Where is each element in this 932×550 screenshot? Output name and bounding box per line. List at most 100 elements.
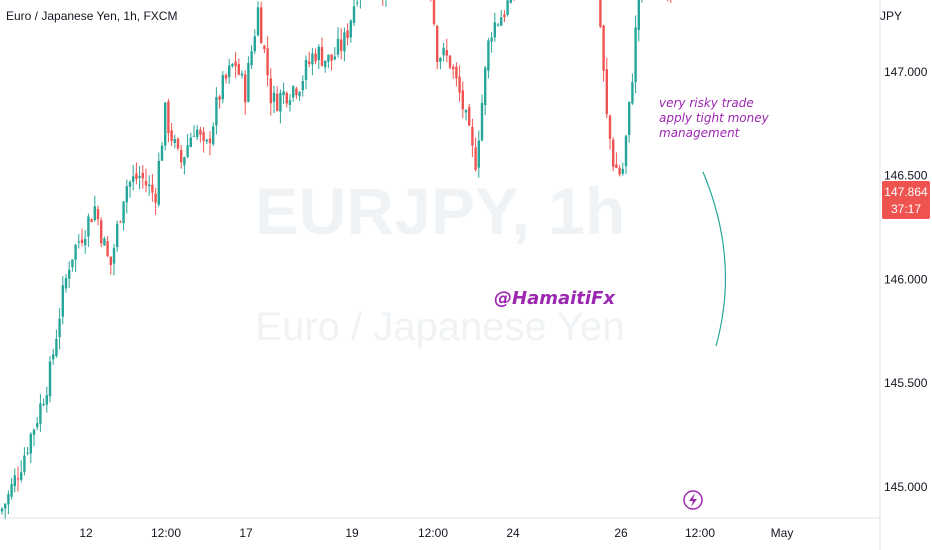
candle-body — [634, 27, 637, 83]
candle-body — [90, 219, 93, 223]
candle-body — [23, 455, 26, 472]
candle-body — [503, 14, 506, 18]
candle-body — [144, 180, 148, 186]
candle-body — [333, 56, 336, 60]
candle-body — [461, 90, 464, 110]
candle-body — [445, 50, 448, 56]
candle-body — [64, 278, 68, 289]
candle-body — [263, 45, 266, 50]
candle-body — [29, 433, 32, 454]
candle-body — [452, 66, 455, 70]
candle-body — [221, 75, 224, 100]
candle-body — [308, 61, 311, 64]
candle-body — [352, 6, 356, 23]
candle-body — [439, 58, 442, 62]
candle-body — [36, 423, 39, 428]
candle-body — [250, 51, 253, 66]
candle-body — [164, 102, 167, 146]
y-tick-label: 147.000 — [884, 65, 928, 79]
x-tick-label: 12:00 — [418, 526, 448, 540]
candle-body — [55, 338, 58, 357]
candle-body — [154, 193, 157, 203]
candle-body — [346, 30, 349, 39]
candle-body — [484, 67, 487, 106]
candle-body — [320, 46, 324, 66]
candle-body — [100, 220, 103, 244]
price-badge-value: 147.864 — [884, 185, 928, 199]
candle-body — [61, 285, 64, 317]
candle-body — [487, 40, 490, 71]
candle-body — [442, 47, 445, 56]
x-tick-label: 12:00 — [151, 526, 181, 540]
candle-body — [615, 164, 618, 168]
candle-body — [122, 201, 125, 224]
x-tick-label: 17 — [239, 526, 253, 540]
candle-body — [266, 48, 269, 76]
y-tick-label: 145.500 — [884, 376, 928, 390]
candle-body — [496, 24, 500, 26]
candle-body — [240, 73, 244, 76]
x-tick-label: 26 — [614, 526, 628, 540]
price-badge-countdown: 37:17 — [891, 202, 921, 216]
candle-body — [628, 101, 631, 136]
x-tick-label: 19 — [345, 526, 359, 540]
candle-body — [288, 100, 292, 105]
candle-body — [256, 7, 260, 36]
candle-body — [20, 472, 23, 480]
watermark: EURJPY, 1h Euro / Japanese Yen — [255, 174, 625, 349]
candle-body — [349, 20, 352, 38]
x-axis[interactable]: 12 12:00 17 19 12:00 24 26 12:00 May — [79, 526, 793, 540]
candle-body — [477, 140, 480, 168]
candle-body — [74, 244, 77, 260]
candles-group — [0, 0, 672, 520]
candle-body — [317, 46, 320, 61]
candle-body — [298, 92, 301, 97]
candle-body — [215, 97, 218, 126]
candle-body — [212, 126, 215, 145]
candle-body — [106, 241, 109, 256]
candle-body — [13, 475, 16, 487]
candle-body — [509, 0, 512, 3]
candle-body — [468, 107, 471, 126]
candle-body — [432, 0, 436, 24]
candle-body — [87, 216, 90, 237]
candle-body — [84, 238, 87, 246]
candle-body — [112, 248, 116, 264]
candle-body — [176, 138, 180, 149]
candle-body — [260, 7, 263, 44]
candle-body — [458, 76, 461, 93]
x-tick-label: 24 — [506, 526, 520, 540]
candle-body — [474, 147, 477, 170]
candle-body — [500, 17, 503, 26]
candle-body — [10, 484, 13, 497]
candle-body — [436, 25, 439, 62]
candle-body — [608, 115, 612, 139]
candle-body — [93, 206, 96, 220]
candle-body — [39, 403, 42, 424]
candle-body — [148, 184, 151, 187]
candle-body — [170, 130, 173, 142]
candle-body — [340, 39, 343, 51]
candle-body — [276, 93, 279, 111]
candle-body — [42, 404, 45, 406]
candle-body — [45, 395, 48, 405]
alert-button[interactable] — [683, 490, 703, 510]
candle-body — [7, 494, 10, 505]
candle-body — [16, 478, 20, 480]
candle-body — [231, 64, 234, 67]
x-tick-label: 12:00 — [685, 526, 715, 540]
candle-body — [605, 69, 608, 115]
projection-arc[interactable] — [702, 171, 726, 347]
price-badge: 147.864 37:17 — [882, 181, 930, 219]
y-axis[interactable]: 145.000145.500146.000146.500147.000147.5… — [884, 0, 928, 494]
candle-body — [304, 59, 308, 80]
candle-body — [71, 259, 74, 268]
candle-body — [199, 129, 202, 135]
price-badge-bg — [882, 181, 930, 219]
candle-body — [336, 38, 340, 55]
candle-body — [237, 64, 240, 75]
candle-body — [141, 172, 144, 179]
axes-frame — [0, 0, 881, 550]
candle-body — [0, 508, 4, 512]
